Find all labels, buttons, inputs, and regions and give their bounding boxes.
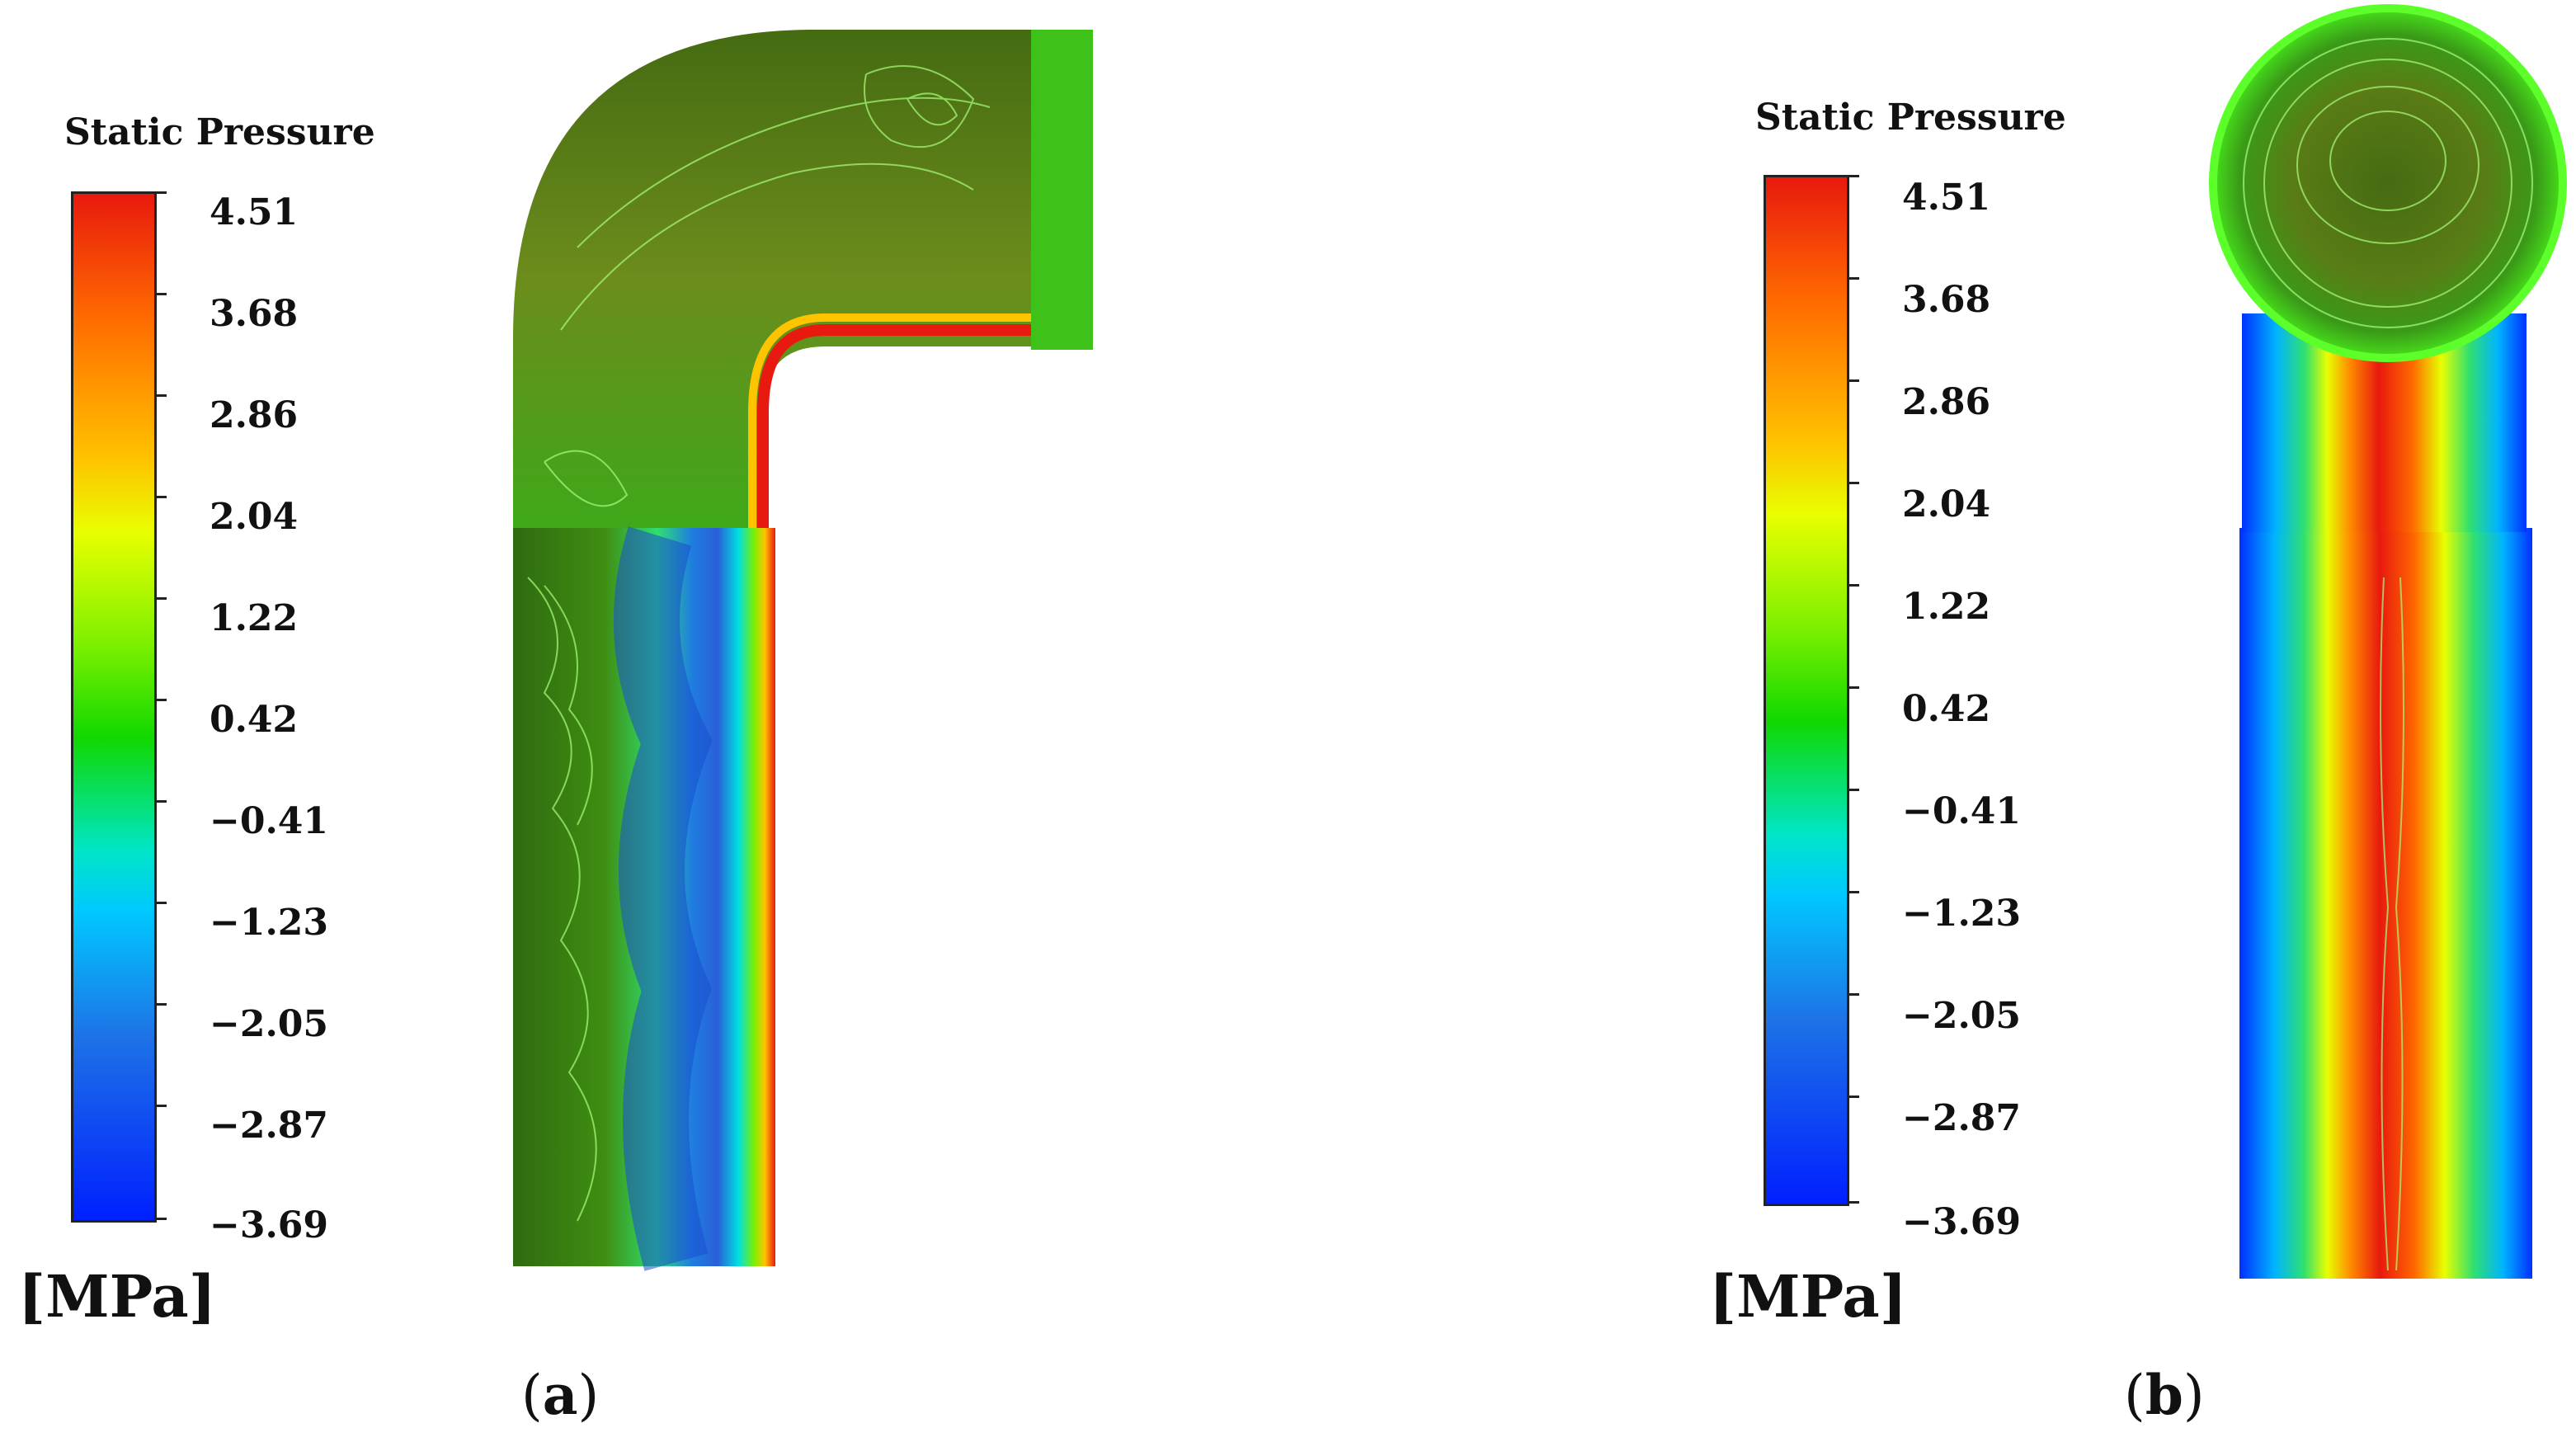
tick-mark [1849,993,1859,996]
tick-label: 3.68 [210,293,299,335]
caption-close: ) [577,1364,600,1427]
tick-label: 0.42 [210,699,299,741]
tick-mark [1849,482,1859,484]
tick-mark [157,191,167,194]
panel-a: Static Pressure 4.51 3.68 2.86 2.04 1.22… [0,0,1287,1456]
tick-mark [1849,379,1859,382]
tick-label: −3.69 [1902,1201,2022,1243]
pipe-elbow-section [513,30,1089,528]
tick-label: −0.41 [1902,790,2022,832]
tick-label: 3.68 [1902,279,1991,321]
elbow-inner-wall-outer [748,313,1031,528]
caption-close: ) [2183,1364,2205,1427]
tick-mark [157,394,167,397]
tick-mark [1849,175,1859,177]
tick-mark [157,293,167,295]
tick-label: 2.86 [210,394,299,436]
tick-label: −2.05 [210,1003,329,1045]
isobar-lines [2243,38,2533,1271]
pipe-lower-section [2239,528,2532,1279]
tick-label: 1.22 [1902,586,1991,628]
tick-mark [157,902,167,904]
tick-mark [157,699,167,701]
tick-label: 4.51 [1902,177,1991,219]
caption-letter: a [542,1363,578,1427]
pipe-front-view-contour [2209,4,2567,1279]
tick-label: 0.42 [1902,688,1991,730]
tick-mark [157,1003,167,1006]
elbow-inner-wall [757,324,1031,528]
tick-mark [1849,789,1859,791]
panel-b: Static Pressure 4.51 3.68 2.86 2.04 1.22… [1287,0,2576,1456]
tick-mark [157,597,167,600]
tick-mark [1849,1201,1859,1204]
tick-label: −0.41 [210,800,329,842]
colorbar-ticks [1849,175,1859,1206]
tick-label: 2.04 [1902,483,1991,525]
tick-mark [1849,891,1859,893]
tick-label: 2.86 [1902,381,1991,423]
colorbar [1764,175,1849,1206]
tick-label: −1.23 [1902,893,2022,935]
elbow-pipe-contour [513,30,1093,1271]
tick-label: −3.69 [210,1204,329,1246]
tick-mark [157,1105,167,1107]
unit-label: [MPa] [1709,1262,1907,1331]
tick-mark [157,1218,167,1220]
tick-label: −2.05 [1902,995,2022,1037]
tick-mark [1849,277,1859,280]
tick-mark [157,496,167,498]
tick-mark [1849,584,1859,587]
outlet-rim [2209,4,2567,362]
isobar-lines [527,65,991,1222]
legend-title: Static Pressure [64,111,375,153]
tick-label: 4.51 [210,191,299,233]
tick-label: 2.04 [210,496,299,538]
unit-label: [MPa] [18,1262,216,1331]
caption-open: ( [2124,1364,2145,1427]
caption-open: ( [521,1364,543,1427]
tick-label: 1.22 [210,597,299,639]
tick-label: −2.87 [210,1105,329,1147]
pipe-flange [1031,30,1093,350]
tick-mark [1849,1096,1859,1098]
panel-caption: (a) [521,1363,599,1427]
tick-mark [1849,686,1859,689]
colorbar [71,191,157,1223]
caption-letter: b [2145,1363,2183,1427]
tick-mark [157,800,167,803]
tick-label: −2.87 [1902,1097,2022,1139]
colorbar-ticks [157,191,167,1223]
low-pressure-core [614,526,713,1271]
legend-title: Static Pressure [1755,97,2066,139]
tick-label: −1.23 [210,902,329,944]
panel-caption: (b) [2124,1363,2205,1427]
